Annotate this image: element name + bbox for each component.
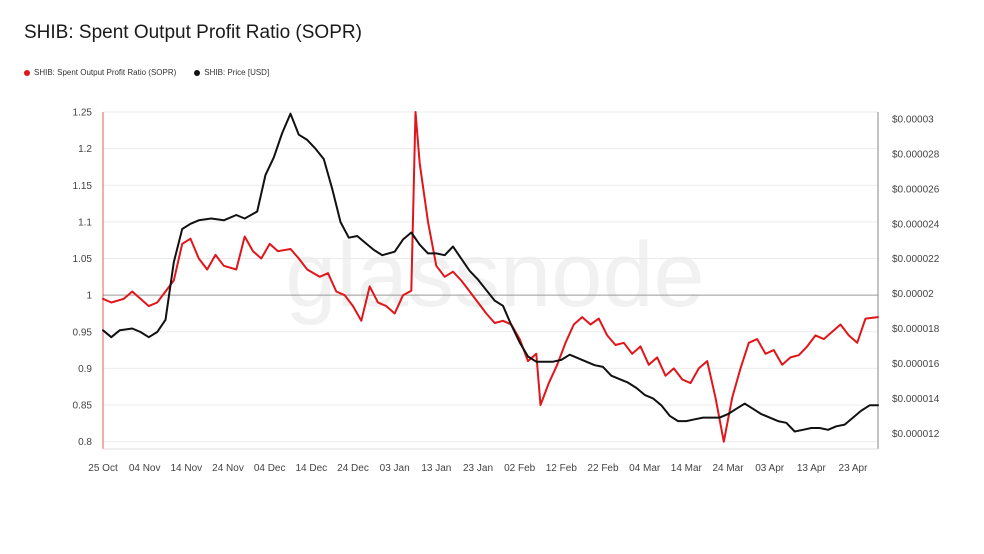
y-right-tick-label: $0.000012 xyxy=(892,429,940,440)
y-right-tick-label: $0.000022 xyxy=(892,254,940,265)
y-left-tick-label: 1.2 xyxy=(78,144,92,155)
y-left-tick-label: 1 xyxy=(86,291,92,302)
y-left-tick-label: 0.9 xyxy=(78,364,92,375)
x-tick-label: 03 Apr xyxy=(755,463,785,474)
y-right-tick-label: $0.000016 xyxy=(892,359,940,370)
y-right-tick-label: $0.000014 xyxy=(892,394,940,405)
x-tick-label: 04 Mar xyxy=(629,463,661,474)
x-tick-label: 12 Feb xyxy=(546,463,578,474)
x-tick-label: 04 Dec xyxy=(254,463,286,474)
grid-lines xyxy=(103,111,878,443)
x-tick-label: 14 Mar xyxy=(671,463,703,474)
legend-swatch-sopr xyxy=(24,69,30,76)
chart-legend: SHIB: Spent Output Profit Ratio (SOPR) S… xyxy=(24,68,269,77)
x-tick-label: 25 Oct xyxy=(88,463,118,474)
series-layer xyxy=(102,111,879,443)
x-tick-label: 24 Dec xyxy=(337,463,369,474)
y-left-tick-label: 0.85 xyxy=(73,401,93,412)
y-left-tick-label: 1.25 xyxy=(73,108,93,119)
y-right-tick-label: $0.00003 xyxy=(892,114,934,125)
x-tick-label: 24 Nov xyxy=(212,463,244,474)
y-right-tick-label: $0.000018 xyxy=(892,324,940,335)
x-tick-label: 04 Nov xyxy=(129,463,161,474)
x-tick-label: 02 Feb xyxy=(504,463,536,474)
y-right-tick-label: $0.000024 xyxy=(892,219,940,230)
x-tick-label: 03 Jan xyxy=(380,463,410,474)
y-left-tick-label: 0.8 xyxy=(78,437,92,448)
y-right-tick-label: $0.000026 xyxy=(892,184,940,195)
x-tick-label: 22 Feb xyxy=(587,463,619,474)
y-left-tick-label: 1.05 xyxy=(73,254,93,265)
x-tick-label: 23 Apr xyxy=(839,463,869,474)
y-right-tick-label: $0.00002 xyxy=(892,289,934,300)
series-line-sopr xyxy=(102,111,879,443)
legend-label-price: SHIB: Price [USD] xyxy=(204,68,270,77)
y-left-tick-label: 1.1 xyxy=(78,217,92,228)
legend-label-sopr: SHIB: Spent Output Profit Ratio (SOPR) xyxy=(34,68,177,77)
watermark-logo: glassnode xyxy=(285,224,704,326)
series-line-price xyxy=(102,112,879,433)
x-tick-label: 24 Mar xyxy=(712,463,744,474)
x-tick-label: 13 Jan xyxy=(421,463,451,474)
legend-item-price[interactable]: SHIB: Price [USD] xyxy=(194,68,269,77)
chart-title: SHIB: Spent Output Profit Ratio (SOPR) xyxy=(24,22,362,43)
axes: 0.8 0.85 0.9 0.95 1 1.05 1.1 1.15 1.2 1.25 $0.0000… xyxy=(73,108,940,475)
y-left-tick-label: 0.95 xyxy=(73,327,93,338)
legend-swatch-price xyxy=(194,69,201,76)
legend-item-sopr[interactable]: SHIB: Spent Output Profit Ratio (SOPR) xyxy=(24,68,176,77)
y-right-tick-label: $0.000028 xyxy=(892,149,940,160)
x-tick-label: 13 Apr xyxy=(797,463,827,474)
y-left-tick-label: 1.15 xyxy=(73,181,93,192)
x-tick-label: 23 Jan xyxy=(463,463,493,474)
x-tick-label: 14 Nov xyxy=(170,463,202,474)
x-tick-label: 14 Dec xyxy=(295,463,327,474)
